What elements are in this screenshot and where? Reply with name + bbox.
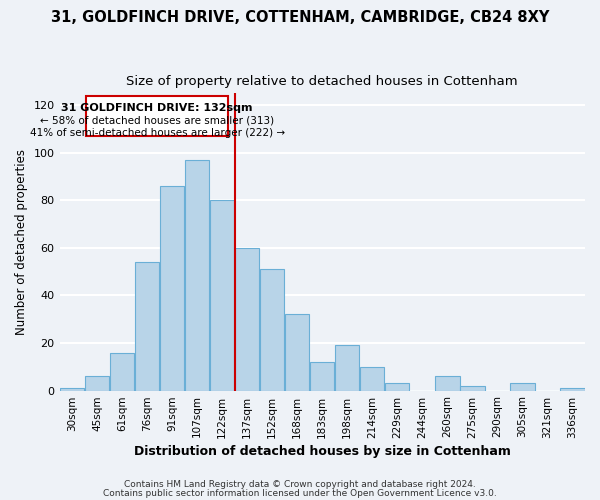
- Bar: [85, 376, 109, 390]
- Text: 31, GOLDFINCH DRIVE, COTTENHAM, CAMBRIDGE, CB24 8XY: 31, GOLDFINCH DRIVE, COTTENHAM, CAMBRIDG…: [51, 10, 549, 25]
- Text: ← 58% of detached houses are smaller (313): ← 58% of detached houses are smaller (31…: [40, 116, 274, 126]
- Text: Contains public sector information licensed under the Open Government Licence v3: Contains public sector information licen…: [103, 488, 497, 498]
- Bar: [385, 384, 409, 390]
- Bar: [310, 362, 334, 390]
- Bar: [335, 346, 359, 391]
- Title: Size of property relative to detached houses in Cottenham: Size of property relative to detached ho…: [127, 75, 518, 88]
- Bar: [360, 367, 385, 390]
- Bar: [285, 314, 310, 390]
- Bar: [185, 160, 209, 390]
- Bar: [160, 186, 184, 390]
- Text: Contains HM Land Registry data © Crown copyright and database right 2024.: Contains HM Land Registry data © Crown c…: [124, 480, 476, 489]
- Bar: [435, 376, 460, 390]
- Bar: [210, 200, 235, 390]
- Bar: [135, 262, 159, 390]
- Text: 31 GOLDFINCH DRIVE: 132sqm: 31 GOLDFINCH DRIVE: 132sqm: [61, 104, 253, 114]
- Bar: [260, 270, 284, 390]
- Bar: [511, 384, 535, 390]
- Bar: [235, 248, 259, 390]
- Y-axis label: Number of detached properties: Number of detached properties: [15, 149, 28, 335]
- X-axis label: Distribution of detached houses by size in Cottenham: Distribution of detached houses by size …: [134, 444, 511, 458]
- Bar: [60, 388, 84, 390]
- Bar: [460, 386, 485, 390]
- Text: 41% of semi-detached houses are larger (222) →: 41% of semi-detached houses are larger (…: [29, 128, 284, 138]
- Bar: [560, 388, 584, 390]
- FancyBboxPatch shape: [86, 96, 229, 136]
- Bar: [110, 352, 134, 391]
